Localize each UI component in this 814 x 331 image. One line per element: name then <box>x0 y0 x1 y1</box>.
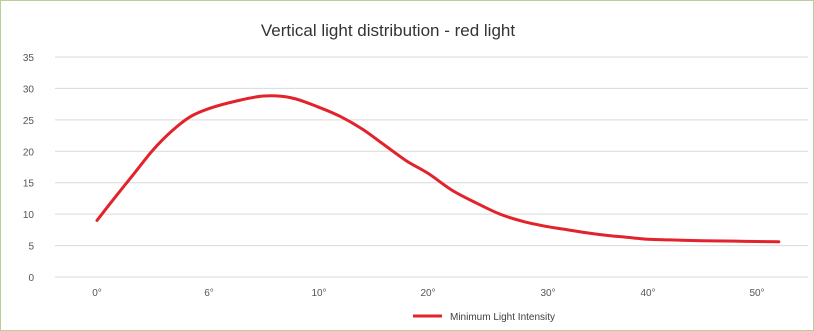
x-tick-label: 50° <box>749 288 764 299</box>
x-tick-label: 10° <box>311 288 326 299</box>
x-axis-ticks: 0° 6° 10° 20° 30° 40° 50° <box>92 288 764 299</box>
series-line-minimum-light-intensity <box>95 94 781 244</box>
x-tick-label: 30° <box>540 288 555 299</box>
y-tick-label: 0 <box>28 273 34 284</box>
y-tick-label: 15 <box>23 179 35 190</box>
chart-title: Vertical light distribution - red light <box>261 21 515 40</box>
legend: Minimum Light Intensity <box>413 312 555 323</box>
x-tick-label: 0° <box>92 288 102 299</box>
y-tick-label: 30 <box>23 84 35 95</box>
y-tick-label: 35 <box>23 53 35 64</box>
y-tick-label: 5 <box>28 242 34 253</box>
y-tick-label: 25 <box>23 116 35 127</box>
y-tick-label: 10 <box>23 210 35 221</box>
x-tick-label: 40° <box>640 288 655 299</box>
x-tick-label: 20° <box>420 288 435 299</box>
y-tick-label: 20 <box>23 147 35 158</box>
legend-label: Minimum Light Intensity <box>450 312 555 323</box>
gridlines <box>55 56 808 278</box>
y-axis-ticks: 0 5 10 15 20 25 30 35 <box>23 53 35 284</box>
x-tick-label: 6° <box>204 288 214 299</box>
series-layer <box>95 94 781 244</box>
